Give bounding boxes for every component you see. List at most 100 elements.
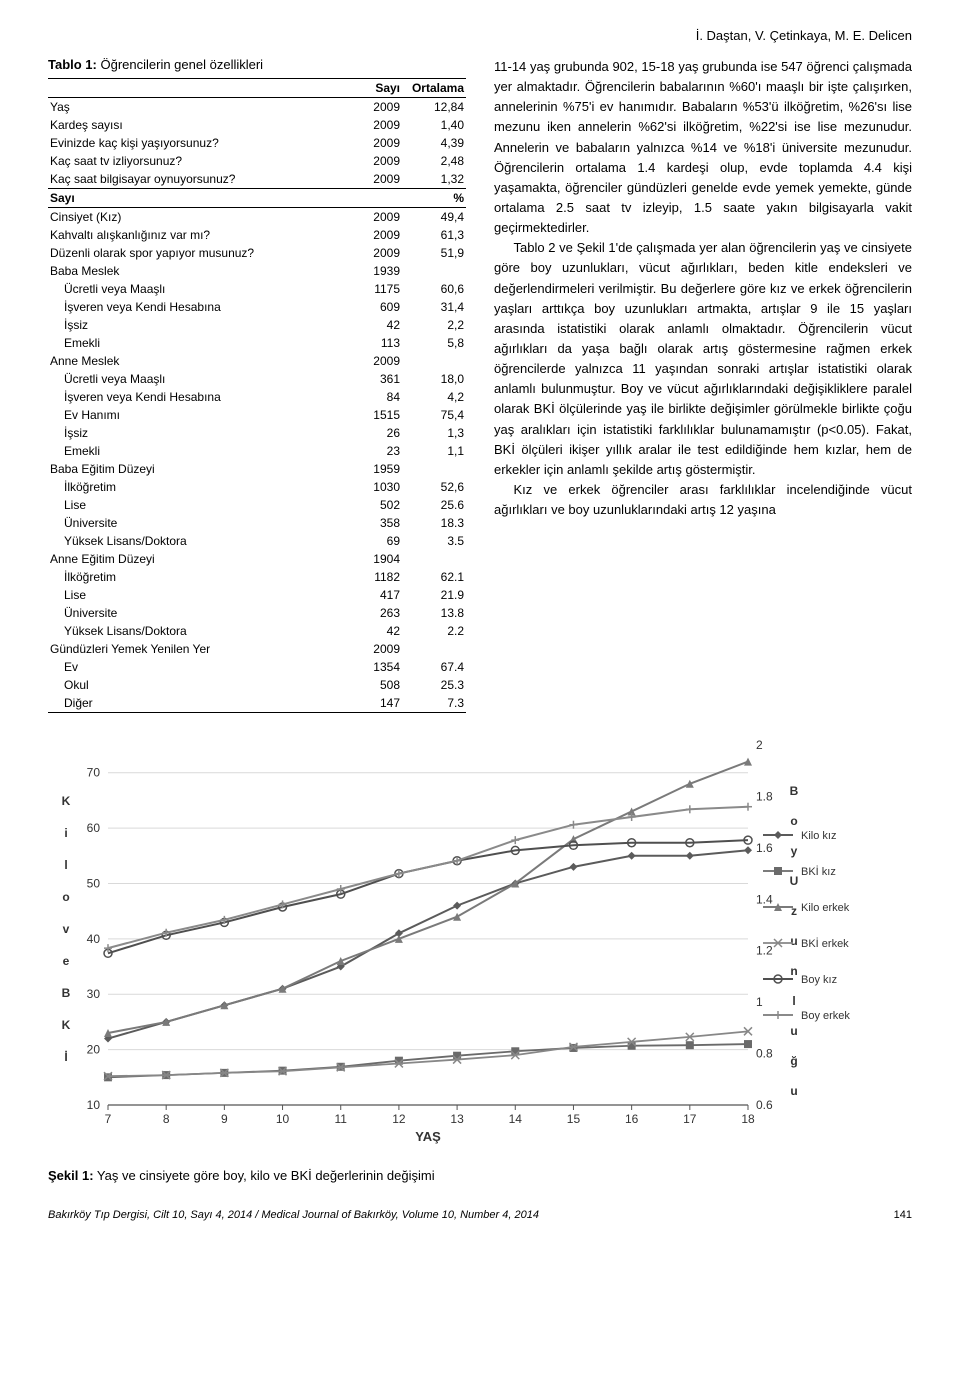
row-v: 52,6 bbox=[402, 478, 466, 496]
row-n: 609 bbox=[338, 298, 402, 316]
row-n: 1030 bbox=[338, 478, 402, 496]
table-row: Ücretli veya Maaşlı117560,6 bbox=[48, 280, 466, 298]
chart-svg: 789101112131415161718YAŞ102030405060700.… bbox=[48, 735, 912, 1155]
svg-text:o: o bbox=[790, 814, 797, 828]
svg-text:13: 13 bbox=[450, 1112, 464, 1126]
svg-text:0.6: 0.6 bbox=[756, 1098, 773, 1112]
svg-text:50: 50 bbox=[87, 876, 101, 890]
row-v: 25.6 bbox=[402, 496, 466, 514]
svg-text:15: 15 bbox=[567, 1112, 581, 1126]
svg-text:BKİ kız: BKİ kız bbox=[801, 865, 836, 878]
svg-text:8: 8 bbox=[163, 1112, 170, 1126]
table-row: Baba Meslek1939 bbox=[48, 262, 466, 280]
table-row: Cinsiyet (Kız)200949,4 bbox=[48, 208, 466, 227]
svg-text:18: 18 bbox=[741, 1112, 755, 1126]
table-row: Baba Eğitim Düzeyi1959 bbox=[48, 460, 466, 478]
row-label: İlköğretim bbox=[48, 478, 338, 496]
row-n: 42 bbox=[338, 622, 402, 640]
svg-text:B: B bbox=[790, 784, 799, 798]
row-label: İşsiz bbox=[48, 424, 338, 442]
svg-text:16: 16 bbox=[625, 1112, 639, 1126]
row-label: Baba Eğitim Düzeyi bbox=[48, 460, 338, 478]
svg-text:10: 10 bbox=[276, 1112, 290, 1126]
row-label: Üniversite bbox=[48, 514, 338, 532]
row-n: 1959 bbox=[338, 460, 402, 478]
row-n: 2009 bbox=[338, 208, 402, 227]
body-text: 11-14 yaş grubunda 902, 15-18 yaş grubun… bbox=[494, 57, 912, 713]
table-row: Emekli1135,8 bbox=[48, 334, 466, 352]
table-row: Kaç saat tv izliyorsunuz?20092,48 bbox=[48, 152, 466, 170]
svg-text:e: e bbox=[63, 954, 70, 968]
row-n: 2009 bbox=[338, 640, 402, 658]
svg-text:u: u bbox=[790, 1084, 797, 1098]
table-row: Yüksek Lisans/Doktora693.5 bbox=[48, 532, 466, 550]
table-row: Emekli231,1 bbox=[48, 442, 466, 460]
svg-text:Kilo kız: Kilo kız bbox=[801, 830, 836, 842]
row-v: 18.3 bbox=[402, 514, 466, 532]
row-n: 69 bbox=[338, 532, 402, 550]
table-row: Kahvaltı alışkanlığınız var mı?200961,3 bbox=[48, 226, 466, 244]
svg-text:Kilo erkek: Kilo erkek bbox=[801, 902, 850, 914]
row-v: 1,3 bbox=[402, 424, 466, 442]
table-row: Yaş200912,84 bbox=[48, 98, 466, 117]
table-row: Üniversite26313.8 bbox=[48, 604, 466, 622]
row-n: 2009 bbox=[338, 226, 402, 244]
table-title-bold: Tablo 1: bbox=[48, 57, 97, 72]
row-v: 2,48 bbox=[402, 152, 466, 170]
figure-caption: Şekil 1: Yaş ve cinsiyete göre boy, kilo… bbox=[48, 1168, 912, 1183]
svg-text:i: i bbox=[64, 826, 67, 840]
row-n: 502 bbox=[338, 496, 402, 514]
para-1: 11-14 yaş grubunda 902, 15-18 yaş grubun… bbox=[494, 57, 912, 238]
figure-caption-rest: Yaş ve cinsiyete göre boy, kilo ve BKİ d… bbox=[94, 1168, 435, 1183]
row-label: Lise bbox=[48, 586, 338, 604]
row-n: 23 bbox=[338, 442, 402, 460]
row-label: Diğer bbox=[48, 694, 338, 713]
row-v: 61,3 bbox=[402, 226, 466, 244]
row-label: Ücretli veya Maaşlı bbox=[48, 280, 338, 298]
row-label: Okul bbox=[48, 676, 338, 694]
svg-text:o: o bbox=[62, 890, 69, 904]
row-v bbox=[402, 640, 466, 658]
svg-text:60: 60 bbox=[87, 821, 101, 835]
row-n: 147 bbox=[338, 694, 402, 713]
table-row: Kaç saat bilgisayar oynuyorsunuz?20091,3… bbox=[48, 170, 466, 189]
table-row: Ev135467.4 bbox=[48, 658, 466, 676]
row-n: 263 bbox=[338, 604, 402, 622]
row-label: Emekli bbox=[48, 442, 338, 460]
svg-text:2: 2 bbox=[756, 738, 763, 752]
table-row: İşveren veya Kendi Hesabına844,2 bbox=[48, 388, 466, 406]
col-sayi-2: Sayı bbox=[48, 189, 338, 208]
row-label: Ev bbox=[48, 658, 338, 676]
row-n: 113 bbox=[338, 334, 402, 352]
svg-text:u: u bbox=[790, 934, 797, 948]
table-row: İlköğretim118262.1 bbox=[48, 568, 466, 586]
table-row: İşsiz422,2 bbox=[48, 316, 466, 334]
row-v: 1,40 bbox=[402, 116, 466, 134]
svg-text:K: K bbox=[62, 794, 71, 808]
para-3: Kız ve erkek öğrenciler arası farklılıkl… bbox=[494, 480, 912, 520]
row-label: Gündüzleri Yemek Yenilen Yer bbox=[48, 640, 338, 658]
row-label: Evinizde kaç kişi yaşıyorsunuz? bbox=[48, 134, 338, 152]
row-n: 508 bbox=[338, 676, 402, 694]
table-row: Gündüzleri Yemek Yenilen Yer2009 bbox=[48, 640, 466, 658]
svg-text:30: 30 bbox=[87, 987, 101, 1001]
row-v: 51,9 bbox=[402, 244, 466, 262]
table-row: Ücretli veya Maaşlı36118,0 bbox=[48, 370, 466, 388]
row-label: Emekli bbox=[48, 334, 338, 352]
svg-text:ğ: ğ bbox=[790, 1054, 797, 1068]
para-2: Tablo 2 ve Şekil 1'de çalışmada yer alan… bbox=[494, 238, 912, 480]
figure-caption-bold: Şekil 1: bbox=[48, 1168, 94, 1183]
svg-text:9: 9 bbox=[221, 1112, 228, 1126]
col-ortalama: Ortalama bbox=[402, 79, 466, 98]
svg-text:14: 14 bbox=[509, 1112, 523, 1126]
row-v bbox=[402, 262, 466, 280]
table-row: Evinizde kaç kişi yaşıyorsunuz?20094,39 bbox=[48, 134, 466, 152]
row-label: Anne Eğitim Düzeyi bbox=[48, 550, 338, 568]
svg-text:7: 7 bbox=[105, 1112, 112, 1126]
row-label: Ücretli veya Maaşlı bbox=[48, 370, 338, 388]
row-label: Anne Meslek bbox=[48, 352, 338, 370]
svg-text:BKİ erkek: BKİ erkek bbox=[801, 937, 849, 950]
svg-text:10: 10 bbox=[87, 1098, 101, 1112]
figure-1-chart: 789101112131415161718YAŞ102030405060700.… bbox=[48, 735, 912, 1160]
row-n: 26 bbox=[338, 424, 402, 442]
